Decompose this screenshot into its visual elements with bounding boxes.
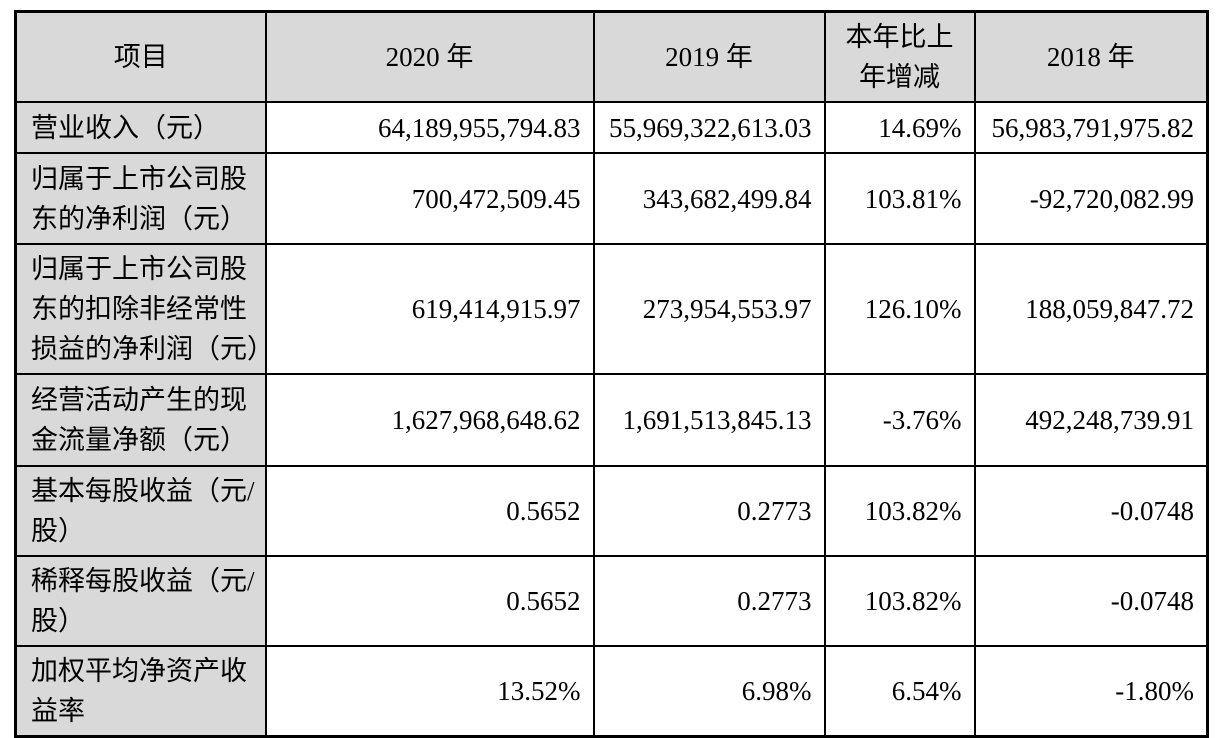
column-header-yoy-change: 本年比上年增减 bbox=[823, 10, 976, 103]
column-header-2020: 2020 年 bbox=[264, 10, 595, 103]
table-row-diluted-eps: 稀释每股收益（元/股） 0.5652 0.2773 103.82% -0.074… bbox=[14, 555, 1209, 647]
value-2018: 188,059,847.72 bbox=[973, 243, 1209, 375]
value-2019: 343,682,499.84 bbox=[592, 152, 826, 245]
value-2019: 0.2773 bbox=[592, 555, 826, 647]
financial-highlights-section: 项目 2020 年 2019 年 本年比上年增减 2018 年 营业收入（元） … bbox=[14, 10, 1209, 738]
row-label: 稀释每股收益（元/股） bbox=[14, 555, 267, 647]
table-row-weighted-avg-roe: 加权平均净资产收益率 13.52% 6.98% 6.54% -1.80% bbox=[14, 645, 1209, 738]
value-2019: 6.98% bbox=[592, 645, 826, 738]
value-2018: -92,720,082.99 bbox=[973, 152, 1209, 245]
row-label: 加权平均净资产收益率 bbox=[14, 645, 267, 738]
value-2018: 492,248,739.91 bbox=[973, 373, 1209, 467]
value-2020: 700,472,509.45 bbox=[264, 152, 595, 245]
value-2019: 0.2773 bbox=[592, 465, 826, 557]
value-yoy-change: 103.81% bbox=[823, 152, 976, 245]
value-yoy-change: 103.82% bbox=[823, 465, 976, 557]
value-2020: 0.5652 bbox=[264, 555, 595, 647]
row-label: 归属于上市公司股东的净利润（元） bbox=[14, 152, 267, 245]
value-2020: 1,627,968,648.62 bbox=[264, 373, 595, 467]
value-2020: 64,189,955,794.83 bbox=[264, 101, 595, 154]
table-row-net-profit-excl-nonrecurring: 归属于上市公司股东的扣除非经常性损益的净利润（元） 619,414,915.97… bbox=[14, 243, 1209, 375]
row-label: 归属于上市公司股东的扣除非经常性损益的净利润（元） bbox=[14, 243, 267, 375]
header-row: 项目 2020 年 2019 年 本年比上年增减 2018 年 bbox=[14, 10, 1209, 103]
column-header-2018: 2018 年 bbox=[973, 10, 1209, 103]
value-2018: -0.0748 bbox=[973, 555, 1209, 647]
table-row-revenue: 营业收入（元） 64,189,955,794.83 55,969,322,613… bbox=[14, 101, 1209, 154]
value-yoy-change: 103.82% bbox=[823, 555, 976, 647]
table-row-net-profit: 归属于上市公司股东的净利润（元） 700,472,509.45 343,682,… bbox=[14, 152, 1209, 245]
column-header-item: 项目 bbox=[14, 10, 267, 103]
column-header-2019: 2019 年 bbox=[592, 10, 826, 103]
value-2020: 13.52% bbox=[264, 645, 595, 738]
table-row-operating-cash-flow: 经营活动产生的现金流量净额（元） 1,627,968,648.62 1,691,… bbox=[14, 373, 1209, 467]
table-row-basic-eps: 基本每股收益（元/股） 0.5652 0.2773 103.82% -0.074… bbox=[14, 465, 1209, 557]
row-label: 营业收入（元） bbox=[14, 101, 267, 154]
financial-highlights-table: 项目 2020 年 2019 年 本年比上年增减 2018 年 营业收入（元） … bbox=[14, 10, 1209, 738]
value-yoy-change: -3.76% bbox=[823, 373, 976, 467]
value-yoy-change: 126.10% bbox=[823, 243, 976, 375]
row-label: 基本每股收益（元/股） bbox=[14, 465, 267, 557]
value-2020: 0.5652 bbox=[264, 465, 595, 557]
value-2020: 619,414,915.97 bbox=[264, 243, 595, 375]
value-2018: -0.0748 bbox=[973, 465, 1209, 557]
value-2018: -1.80% bbox=[973, 645, 1209, 738]
value-2019: 55,969,322,613.03 bbox=[592, 101, 826, 154]
row-label: 经营活动产生的现金流量净额（元） bbox=[14, 373, 267, 467]
value-yoy-change: 14.69% bbox=[823, 101, 976, 154]
value-yoy-change: 6.54% bbox=[823, 645, 976, 738]
value-2019: 1,691,513,845.13 bbox=[592, 373, 826, 467]
value-2018: 56,983,791,975.82 bbox=[973, 101, 1209, 154]
value-2019: 273,954,553.97 bbox=[592, 243, 826, 375]
